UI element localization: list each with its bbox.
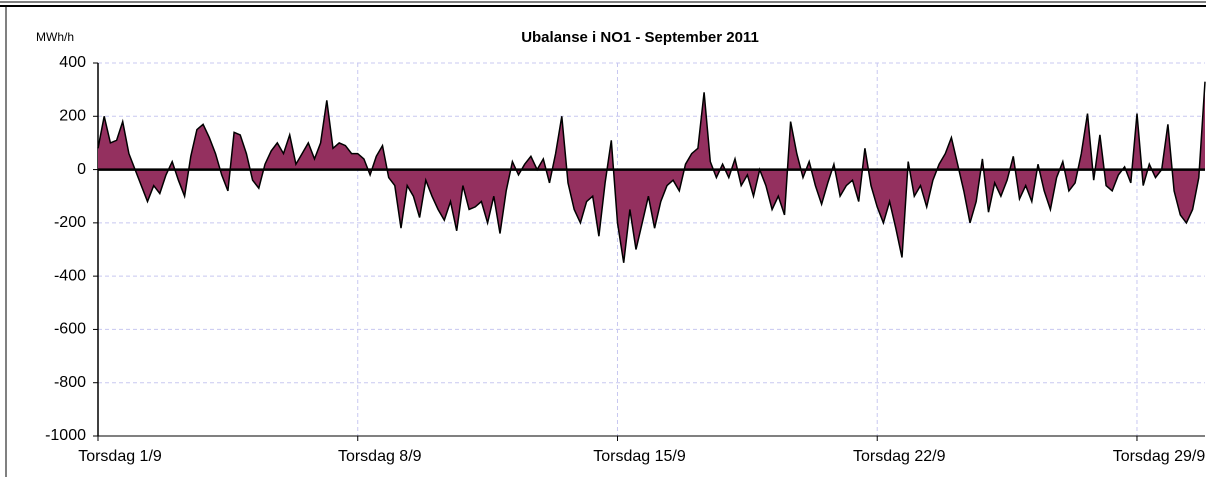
y-tick-label: -200 [54,214,86,231]
line [97,81,1206,263]
y-tick-label: 400 [59,54,86,71]
chart-title: Ubalanse i NO1 - September 2011 [521,29,759,46]
area [98,81,1205,263]
y-tick-label: -600 [54,321,86,338]
y-tick-label: 200 [59,108,86,125]
y-tick-label: 0 [77,161,86,178]
x-tick-label: Torsdag 15/9 [593,448,686,465]
y-axis-label: MWh/h [36,30,74,44]
x-tick-label: Torsdag 29/9 [1113,448,1206,465]
y-tick-label: -400 [54,267,86,284]
y-tick-label: -800 [54,374,86,391]
x-tick-label: Torsdag 1/9 [78,448,162,465]
x-tick-label: Torsdag 8/9 [338,448,422,465]
x-tick-label: Torsdag 22/9 [853,448,946,465]
y-tick-label: -1000 [45,427,86,444]
